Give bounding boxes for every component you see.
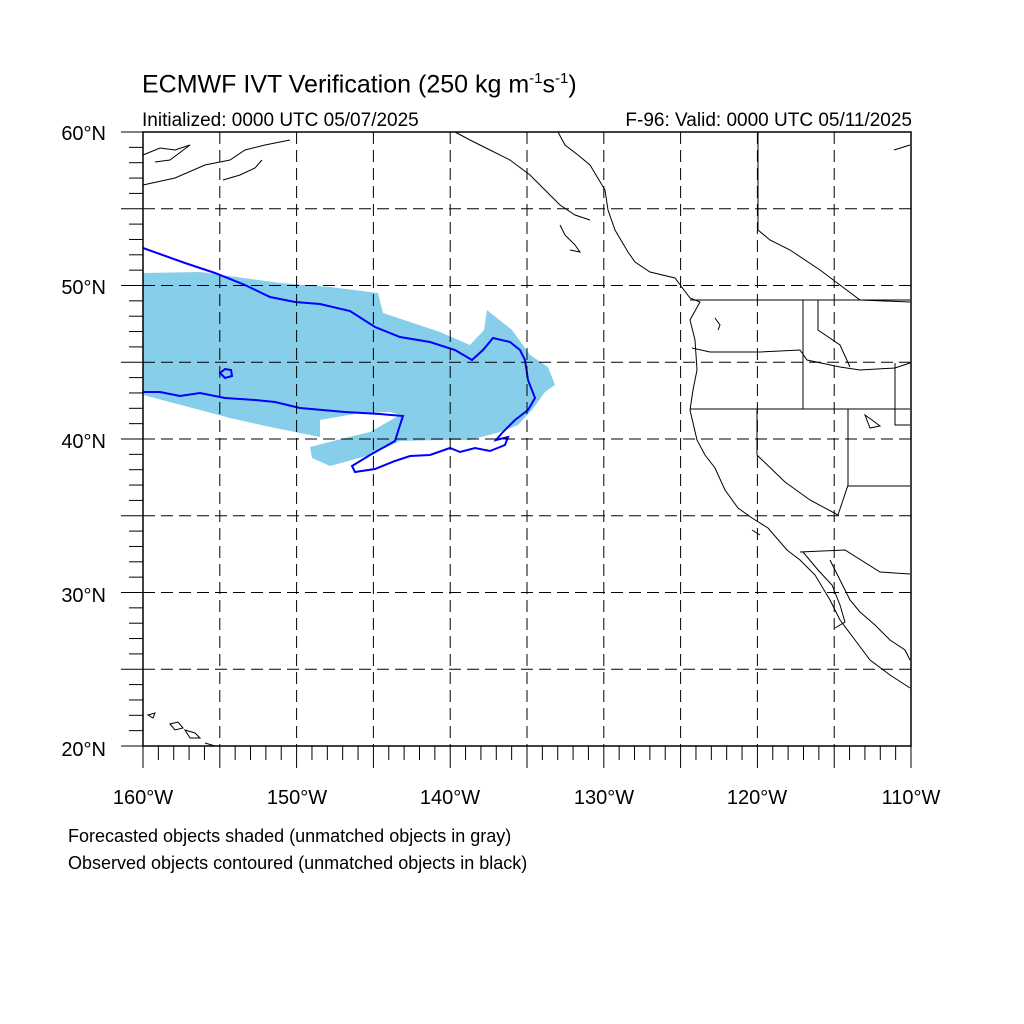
axis-ticks [121, 131, 912, 768]
footer-observed-note: Observed objects contoured (unmatched ob… [68, 853, 528, 873]
initialized-time: Initialized: 0000 UTC 05/07/2025 [142, 110, 419, 131]
grid-lines [143, 132, 911, 746]
forecast-object [143, 272, 555, 466]
coastlines [142, 131, 911, 747]
lat-label-20n: 20°N [61, 739, 106, 761]
observed-object-small [218, 367, 234, 380]
map-title: ECMWF IVT Verification (250 kg m-1s-1) [142, 70, 577, 99]
lat-label-50n: 50°N [61, 277, 106, 299]
observed-object [142, 247, 537, 474]
lat-label-60n: 60°N [61, 123, 106, 145]
lon-label-110w: 110°W [882, 787, 941, 809]
lon-label-160w: 160°W [113, 787, 173, 809]
lat-label-40n: 40°N [61, 431, 106, 453]
lat-label-30n: 30°N [61, 585, 106, 607]
lon-label-130w: 130°W [574, 787, 634, 809]
lon-label-120w: 120°W [727, 787, 787, 809]
lon-label-140w: 140°W [420, 787, 480, 809]
valid-time: F-96: Valid: 0000 UTC 05/11/2025 [625, 110, 912, 131]
footer-forecast-note: Forecasted objects shaded (unmatched obj… [68, 826, 512, 846]
lon-label-150w: 150°W [267, 787, 327, 809]
